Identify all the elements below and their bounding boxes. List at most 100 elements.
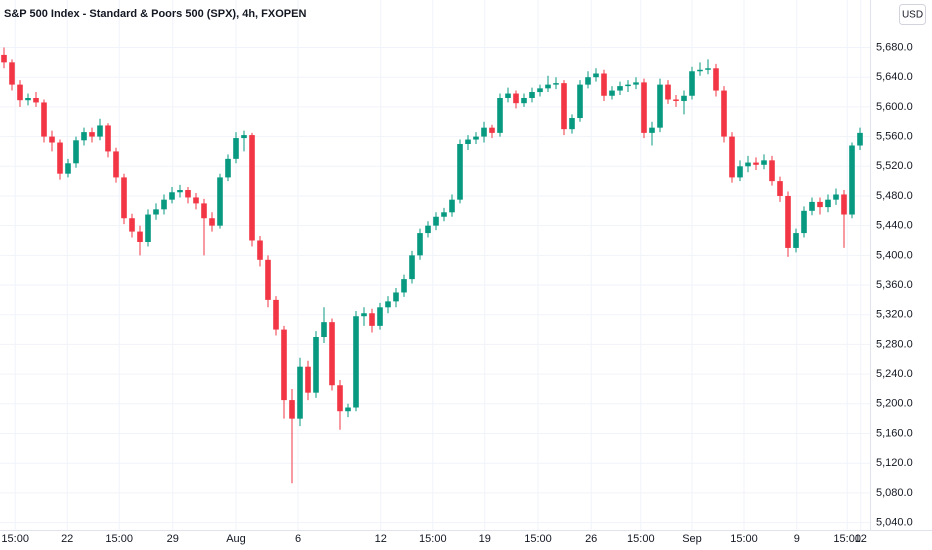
candle-body <box>225 158 231 178</box>
candle-body <box>209 218 215 226</box>
y-tick-label: 5,200.0 <box>876 398 913 410</box>
candle-body <box>465 139 471 145</box>
x-tick-label: 15:00 <box>833 533 861 545</box>
candle-body <box>441 212 447 217</box>
currency-label: USD <box>902 10 923 21</box>
candle-body <box>585 77 591 85</box>
candle-body <box>617 86 623 91</box>
candle-body <box>657 84 663 128</box>
candle-body <box>17 84 23 101</box>
candle-body <box>289 400 295 419</box>
candle-body <box>353 316 359 408</box>
candle-body <box>89 132 95 137</box>
x-tick-label: 19 <box>479 533 491 545</box>
candle-body <box>745 162 751 167</box>
candle-body <box>321 322 327 338</box>
candle-body <box>25 97 31 101</box>
y-tick-label: 5,240.0 <box>876 368 913 380</box>
candle-body <box>457 144 463 200</box>
x-tick-label: 29 <box>167 533 179 545</box>
candle-body <box>41 102 47 137</box>
chart-title: S&P 500 Index - Standard & Poors 500 (SP… <box>4 8 306 20</box>
candle-body <box>177 190 183 193</box>
x-tick-label: 15:00 <box>419 533 447 545</box>
candle-body <box>81 132 87 141</box>
y-tick-label: 5,680.0 <box>876 41 913 53</box>
candle-body <box>737 166 743 178</box>
x-tick-label: 9 <box>794 533 800 545</box>
candle-body <box>577 84 583 119</box>
candle-body <box>329 322 335 386</box>
candle-body <box>137 231 143 242</box>
candle-body <box>753 162 759 165</box>
candle-body <box>545 84 551 89</box>
candle-body <box>857 132 863 146</box>
candle-body <box>113 151 119 178</box>
candle-body <box>145 214 151 242</box>
x-tick-label: 12 <box>855 533 867 545</box>
candle-body <box>337 385 343 412</box>
y-tick-label: 5,520.0 <box>876 160 913 172</box>
candle-body <box>625 84 631 87</box>
candle-body <box>169 192 175 200</box>
candle-body <box>281 329 287 401</box>
candle-body <box>489 127 495 133</box>
candle-body <box>809 201 815 211</box>
y-tick-label: 5,560.0 <box>876 130 913 142</box>
y-tick-label: 5,160.0 <box>876 427 913 439</box>
x-tick-label: 15:00 <box>730 533 758 545</box>
y-tick-label: 5,640.0 <box>876 71 913 83</box>
candle-body <box>129 218 135 232</box>
candle-body <box>105 125 111 152</box>
candle-body <box>609 90 615 96</box>
candle-body <box>593 73 599 78</box>
candle-body <box>841 194 847 215</box>
candle-body <box>385 301 391 308</box>
candle-body <box>721 90 727 137</box>
candle-body <box>497 97 503 133</box>
candle-body <box>297 366 303 419</box>
candle-body <box>641 82 647 133</box>
y-tick-label: 5,080.0 <box>876 487 913 499</box>
axes: 5,040.0 5,080.0 5,120.0 5,160.0 5,200.0 5,240… <box>1 41 912 544</box>
candle-body <box>1 54 7 63</box>
candle-body <box>313 337 319 393</box>
candle-body <box>33 97 39 103</box>
candle-body <box>649 127 655 133</box>
candle-body <box>121 177 127 219</box>
candle-body <box>425 225 431 234</box>
candle-body <box>713 68 719 91</box>
candle-body <box>417 233 423 256</box>
candle-body <box>633 82 639 85</box>
x-tick-label: 15:00 <box>524 533 552 545</box>
candle-body <box>9 62 15 85</box>
candle-body <box>569 118 575 130</box>
candle-body <box>185 190 191 198</box>
x-tick-label: 15:00 <box>1 533 29 545</box>
candle-body <box>241 135 247 139</box>
candle-body <box>673 99 679 101</box>
candle-body <box>481 127 487 137</box>
candle-body <box>785 195 791 248</box>
candle-body <box>705 68 711 70</box>
candle-body <box>217 177 223 226</box>
candle-body <box>345 407 351 412</box>
candle-body <box>697 69 703 72</box>
x-tick-label: Sep <box>682 533 702 545</box>
candle-body <box>513 93 519 104</box>
candle-body <box>833 194 839 200</box>
candle-body <box>681 95 687 101</box>
candle-body <box>153 209 159 215</box>
candle-body <box>265 259 271 300</box>
x-tick-label: 12 <box>375 533 387 545</box>
candle-body <box>193 197 199 204</box>
candle-body <box>729 136 735 178</box>
candle-body <box>689 71 695 96</box>
candle-body <box>601 73 607 96</box>
y-tick-label: 5,440.0 <box>876 220 913 232</box>
candle-body <box>449 199 455 213</box>
candle-body <box>849 145 855 215</box>
candle-body <box>433 216 439 226</box>
currency-button[interactable] <box>899 4 926 25</box>
